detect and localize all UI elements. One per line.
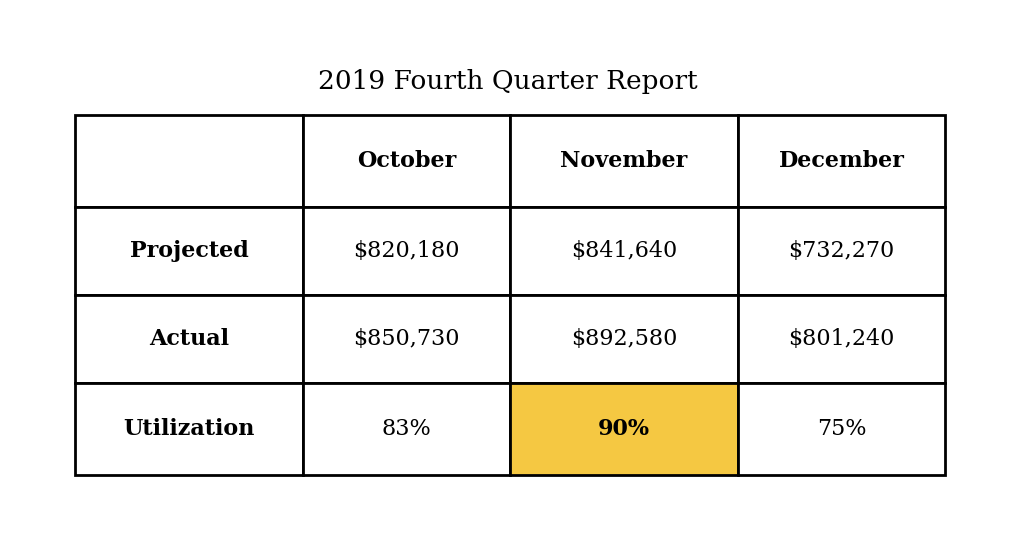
Text: Utilization: Utilization [123,418,255,440]
Bar [303,207,510,295]
Text: $732,270: $732,270 [788,240,895,262]
Text: $850,730: $850,730 [354,328,459,350]
Bar [510,295,738,383]
Bar [510,383,738,475]
Text: December: December [778,150,904,172]
Bar [510,207,738,295]
Text: 90%: 90% [598,418,650,440]
Text: 83%: 83% [382,418,432,440]
Bar [75,383,303,475]
Bar [510,115,738,207]
Bar [738,295,945,383]
Bar [75,295,303,383]
Text: $841,640: $841,640 [571,240,677,262]
Bar [75,115,303,207]
Bar [303,383,510,475]
Text: November: November [561,150,688,172]
Text: 75%: 75% [817,418,867,440]
Bar [738,207,945,295]
Text: $892,580: $892,580 [571,328,677,350]
Bar [75,207,303,295]
Bar [738,115,945,207]
Text: October: October [357,150,456,172]
Bar [738,383,945,475]
Text: Projected: Projected [130,240,248,262]
Bar [303,295,510,383]
Text: 2019 Fourth Quarter Report: 2019 Fourth Quarter Report [318,69,698,94]
Text: Actual: Actual [149,328,229,350]
Text: $820,180: $820,180 [354,240,459,262]
Text: $801,240: $801,240 [788,328,895,350]
Bar [303,115,510,207]
